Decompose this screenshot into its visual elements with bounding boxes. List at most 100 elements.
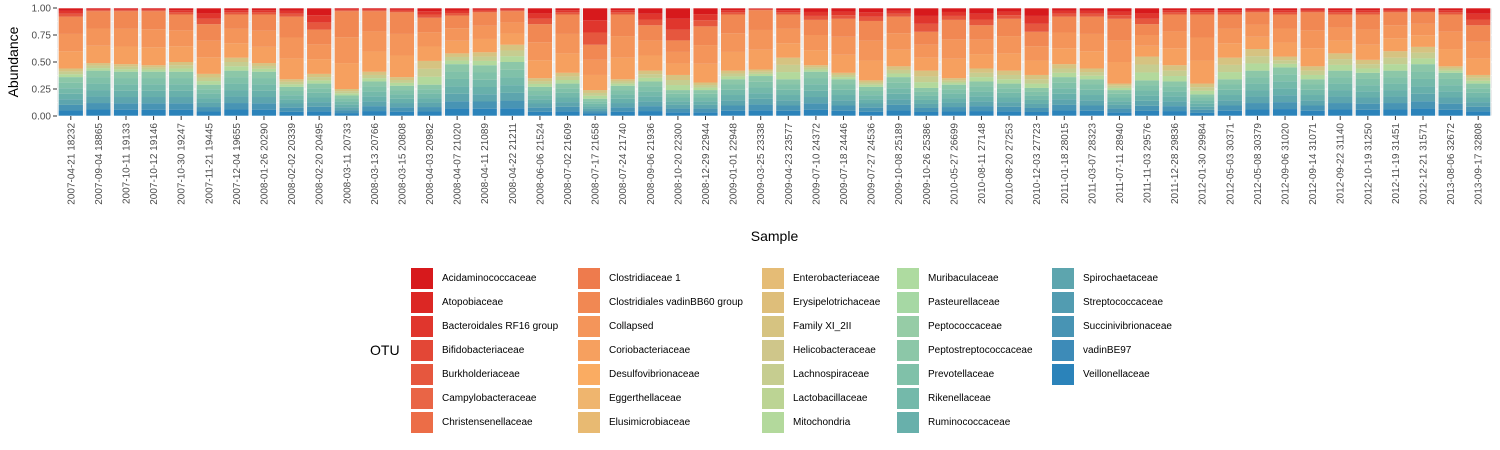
bar-segment (1051, 16, 1077, 33)
bar-segment (1327, 14, 1353, 28)
bar-segment (610, 14, 636, 37)
bar-segment (996, 83, 1022, 89)
bar-segment (1217, 79, 1243, 85)
bar-segment (996, 106, 1022, 112)
bar-segment (196, 18, 222, 25)
bar-segment (527, 78, 553, 82)
bar-segment (1051, 110, 1077, 116)
bar-segment (775, 72, 801, 80)
bar-segment (279, 79, 304, 82)
bar-segment (499, 69, 525, 78)
bar-segment (693, 112, 718, 116)
bar-segment (499, 50, 525, 57)
bar-segment (1355, 8, 1381, 11)
bar-segment (472, 79, 498, 87)
bar-segment (1300, 30, 1326, 49)
bar-segment (251, 103, 277, 110)
bar-segment (58, 33, 84, 52)
x-tick-label: 2007-11-21 19445 (204, 123, 215, 204)
bar-segment (1382, 9, 1408, 11)
bar-segment (1410, 9, 1436, 11)
bar-segment (1410, 108, 1436, 116)
bar-segment (803, 78, 829, 85)
bar-segment (168, 30, 194, 47)
bar-stack (1244, 7, 1271, 117)
bar-segment (58, 68, 84, 72)
bar-segment (1272, 95, 1298, 103)
bar-stack (858, 7, 884, 117)
bar-segment (1300, 12, 1326, 31)
bar-segment (1245, 90, 1270, 97)
bar-segment (803, 84, 829, 91)
bar-segment (499, 77, 525, 86)
bar-segment (1410, 86, 1436, 94)
bar-segment (141, 97, 167, 104)
bar-segment (1217, 72, 1243, 80)
bar-segment (113, 103, 139, 110)
bar-segment (444, 10, 470, 14)
bar-segment (1107, 15, 1132, 19)
bar-segment (1410, 46, 1436, 53)
bar-segment (444, 78, 470, 87)
bar-segment (610, 57, 636, 80)
bar-segment (1134, 95, 1160, 101)
bar-segment (720, 79, 746, 85)
bar-stack (1189, 7, 1215, 117)
bar-segment (279, 99, 304, 104)
bar-segment (389, 33, 415, 56)
bar-segment (141, 71, 167, 79)
bar-segment (693, 63, 718, 83)
bar-segment (1134, 56, 1160, 65)
bar-segment (279, 10, 304, 14)
bar-segment (665, 90, 691, 94)
bar-segment (858, 20, 884, 41)
bar-segment (113, 90, 139, 98)
bar-segment (858, 16, 884, 21)
bar-segment (85, 63, 111, 66)
bar-segment (1355, 12, 1381, 15)
bar-segment (637, 86, 663, 92)
bar-segment (1024, 23, 1050, 32)
bar-segment (941, 78, 967, 81)
bar-segment (1300, 84, 1326, 90)
bar-segment (306, 80, 332, 84)
bar-segment (941, 84, 967, 90)
bar-segment (637, 55, 663, 71)
bar-stack (775, 7, 802, 117)
bar-segment (223, 77, 249, 84)
bar-segment (527, 18, 553, 25)
x-tick-label: 2008-02-02 20339 (287, 123, 298, 205)
bar-segment (775, 14, 801, 29)
bar-segment (196, 84, 222, 90)
bar-segment (1107, 101, 1132, 105)
bar-segment (1272, 102, 1298, 110)
bar-segment (113, 66, 139, 70)
bar-segment (472, 65, 498, 73)
bar-segment (1134, 72, 1160, 81)
bar-segment (306, 97, 332, 103)
bar-segment (1410, 35, 1436, 47)
bar-segment (141, 103, 167, 110)
bar-segment (1410, 23, 1436, 36)
bar-segment (555, 14, 580, 34)
bar-segment (996, 74, 1022, 80)
bar-segment (389, 10, 415, 13)
bar-segment (1465, 41, 1491, 59)
bar-segment (1465, 92, 1491, 98)
bar-segment (555, 8, 580, 11)
bar-segment (1217, 57, 1243, 65)
bar-stack (196, 7, 222, 117)
bar-segment (334, 107, 360, 111)
bar-segment (665, 63, 691, 75)
bar-segment (417, 76, 442, 85)
bar-segment (85, 11, 111, 29)
bar-segment (1382, 25, 1408, 39)
bar-stack (499, 7, 526, 117)
bar-segment (886, 8, 912, 11)
bar-segment (1107, 93, 1132, 98)
bar-segment (168, 71, 194, 79)
bar-segment (168, 46, 194, 62)
bar-segment (141, 9, 167, 11)
bar-segment (279, 13, 304, 17)
bar-segment (941, 39, 967, 59)
